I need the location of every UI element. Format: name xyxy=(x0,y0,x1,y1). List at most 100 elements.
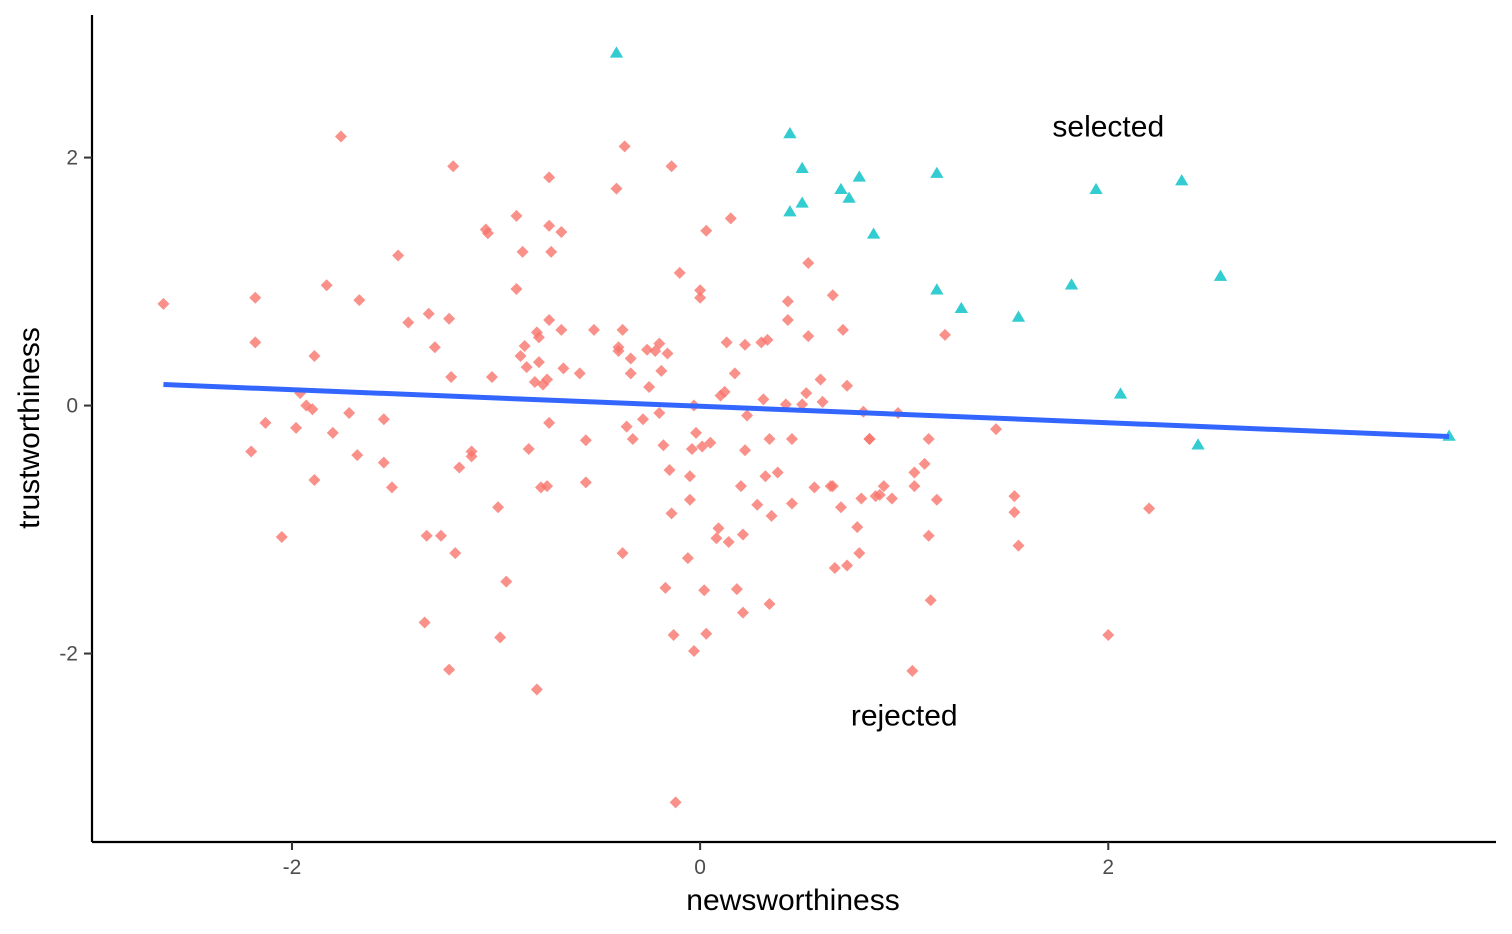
rejected-point xyxy=(667,628,680,641)
rejected-point xyxy=(520,361,533,374)
rejected-point xyxy=(1008,506,1021,519)
rejected-point xyxy=(873,488,886,501)
rejected-point xyxy=(555,323,568,336)
selected-point xyxy=(1191,438,1205,450)
rejected-point xyxy=(669,796,682,809)
rejected-point xyxy=(718,385,731,398)
rejected-point xyxy=(290,421,303,434)
rejected-point xyxy=(514,349,527,362)
rejected-point xyxy=(739,338,752,351)
rejected-point xyxy=(834,501,847,514)
rejected-point xyxy=(655,364,668,377)
rejected-point xyxy=(853,547,866,560)
rejected-point xyxy=(641,343,654,356)
selected-point xyxy=(954,301,968,314)
selected-point xyxy=(1089,182,1103,195)
rejected-point xyxy=(500,575,513,588)
rejected-point xyxy=(541,480,554,493)
rejected-point xyxy=(343,407,356,420)
selected-point xyxy=(866,227,881,239)
rejected-point xyxy=(543,219,556,232)
rejected-point xyxy=(908,466,921,479)
rejected-point xyxy=(1102,628,1115,641)
rejected-point xyxy=(579,476,592,489)
rejected-point xyxy=(306,403,319,416)
rejected-point xyxy=(612,345,625,358)
rejected-point xyxy=(245,445,258,458)
rejected-point xyxy=(826,480,839,493)
selected-point xyxy=(930,283,944,295)
rejected-point xyxy=(249,291,262,304)
rejected-point xyxy=(522,442,535,455)
rejected-point xyxy=(616,323,629,336)
rejected-point xyxy=(541,373,554,386)
selected-point xyxy=(1175,174,1189,186)
annotation-selected: selected xyxy=(1052,111,1164,144)
selected-point xyxy=(1011,310,1026,322)
rejected-point xyxy=(449,547,462,560)
rejected-point xyxy=(157,297,170,310)
rejected-point xyxy=(690,426,703,439)
rejected-point xyxy=(465,450,478,463)
rejected-point xyxy=(828,561,841,574)
rejected-point xyxy=(626,433,639,446)
rejected-point xyxy=(557,362,570,375)
rejected-point xyxy=(877,480,890,493)
y-axis-title: trustworthiness xyxy=(13,327,46,529)
rejected-point xyxy=(620,420,633,433)
rejected-point xyxy=(334,130,347,143)
rejected-point xyxy=(308,349,321,362)
selected-point xyxy=(1113,387,1128,399)
trend-line-layer xyxy=(163,381,1450,440)
rejected-point xyxy=(579,434,592,447)
rejected-point xyxy=(259,416,272,429)
rejected-point xyxy=(704,436,717,449)
rejected-point xyxy=(781,314,794,327)
selected-point xyxy=(609,46,624,58)
rejected-point xyxy=(624,352,637,365)
rejected-point xyxy=(930,493,943,506)
rejected-point xyxy=(694,284,707,297)
rejected-point xyxy=(814,373,827,386)
points-layer xyxy=(157,46,1456,809)
rejected-point xyxy=(545,245,558,258)
rejected-point xyxy=(685,442,698,455)
rejected-point xyxy=(816,395,829,408)
rejected-point xyxy=(320,279,333,292)
rejected-point xyxy=(653,337,666,350)
selected-point xyxy=(1213,269,1228,281)
rejected-point xyxy=(518,340,531,353)
rejected-point xyxy=(683,470,696,483)
selected-point xyxy=(834,182,848,195)
rejected-point xyxy=(710,532,723,545)
rejected-point xyxy=(516,245,529,258)
y-tick-label: 2 xyxy=(66,147,78,170)
trend-line xyxy=(163,381,1450,440)
rejected-point xyxy=(751,498,764,511)
rejected-point xyxy=(808,481,821,494)
selected-point xyxy=(930,166,944,178)
rejected-point xyxy=(841,379,854,392)
rejected-point xyxy=(990,423,1003,436)
rejected-point xyxy=(532,331,545,344)
rejected-point xyxy=(377,413,390,426)
rejected-point xyxy=(759,470,772,483)
rejected-point xyxy=(734,480,747,493)
rejected-point xyxy=(661,347,674,360)
rejected-point xyxy=(763,597,776,610)
rejected-point xyxy=(588,323,601,336)
rejected-point xyxy=(402,316,415,329)
rejected-point xyxy=(906,664,919,677)
rejected-point xyxy=(555,225,568,238)
rejected-point xyxy=(481,227,494,240)
selected-point xyxy=(852,170,866,182)
y-tick-label: 0 xyxy=(66,395,78,418)
rejected-point xyxy=(700,224,713,237)
x-tick-label: 2 xyxy=(1102,856,1114,879)
rejected-point xyxy=(353,294,366,307)
rejected-point xyxy=(688,645,701,658)
rejected-point xyxy=(761,333,774,346)
rejected-point xyxy=(492,501,505,514)
rejected-point xyxy=(657,439,670,452)
x-axis-title: newsworthiness xyxy=(686,884,899,917)
